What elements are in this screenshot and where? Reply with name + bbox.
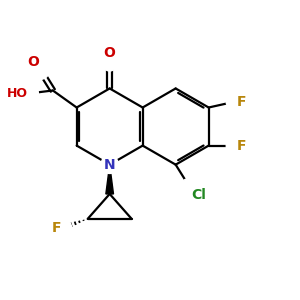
Circle shape	[54, 219, 72, 236]
Text: HO: HO	[7, 87, 28, 100]
Circle shape	[226, 137, 244, 154]
Text: F: F	[236, 94, 246, 109]
Text: Cl: Cl	[191, 188, 206, 203]
Text: F: F	[52, 220, 61, 235]
Circle shape	[32, 62, 49, 80]
Circle shape	[101, 53, 119, 71]
Circle shape	[21, 85, 38, 102]
Polygon shape	[106, 165, 113, 194]
Text: O: O	[104, 46, 116, 60]
Circle shape	[181, 178, 198, 196]
Text: O: O	[27, 55, 39, 69]
Circle shape	[226, 93, 244, 110]
Circle shape	[101, 156, 119, 173]
Text: F: F	[236, 139, 246, 153]
Text: N: N	[104, 158, 116, 172]
